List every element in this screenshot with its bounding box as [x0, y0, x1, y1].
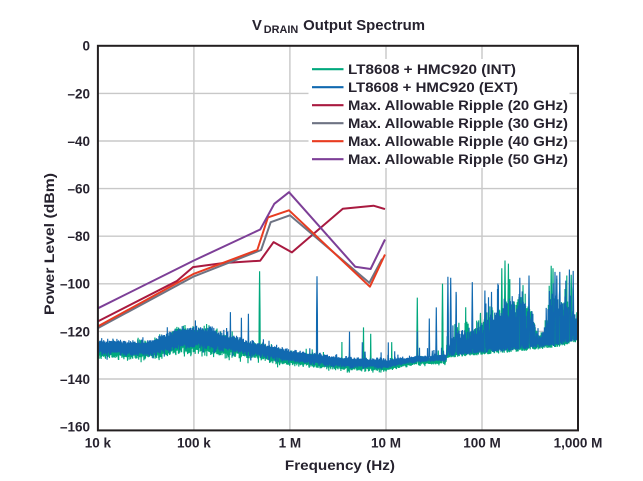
svg-text:–20: –20 — [67, 86, 90, 101]
svg-text:Max. Allowable Ripple (30 GHz): Max. Allowable Ripple (30 GHz) — [348, 116, 568, 131]
svg-text:–120: –120 — [60, 324, 90, 339]
svg-text:Frequency (Hz): Frequency (Hz) — [285, 457, 395, 473]
svg-text:Power Level (dBm): Power Level (dBm) — [41, 173, 57, 315]
svg-text:–160: –160 — [60, 420, 90, 435]
svg-text:Output Spectrum: Output Spectrum — [303, 18, 425, 34]
svg-text:–100: –100 — [60, 277, 90, 292]
svg-text:10 M: 10 M — [371, 436, 401, 451]
svg-text:LT8608 + HMC920 (EXT): LT8608 + HMC920 (EXT) — [348, 80, 518, 95]
svg-text:–40: –40 — [67, 134, 90, 149]
svg-text:V: V — [252, 18, 262, 34]
svg-text:10 k: 10 k — [85, 436, 112, 451]
svg-text:1,000 M: 1,000 M — [554, 436, 603, 451]
svg-text:DRAIN: DRAIN — [264, 24, 299, 36]
svg-text:–140: –140 — [60, 372, 90, 387]
svg-text:Max. Allowable Ripple (20 GHz): Max. Allowable Ripple (20 GHz) — [348, 98, 568, 113]
svg-text:1 M: 1 M — [279, 436, 302, 451]
svg-text:LT8608 + HMC920 (INT): LT8608 + HMC920 (INT) — [348, 62, 516, 77]
svg-text:–80: –80 — [67, 229, 90, 244]
svg-text:–60: –60 — [67, 182, 90, 197]
svg-text:100 k: 100 k — [177, 436, 211, 451]
svg-text:Max. Allowable Ripple (40 GHz): Max. Allowable Ripple (40 GHz) — [348, 134, 568, 149]
svg-text:100 M: 100 M — [463, 436, 501, 451]
svg-text:0: 0 — [82, 39, 90, 54]
svg-text:Max. Allowable Ripple (50 GHz): Max. Allowable Ripple (50 GHz) — [348, 152, 568, 167]
